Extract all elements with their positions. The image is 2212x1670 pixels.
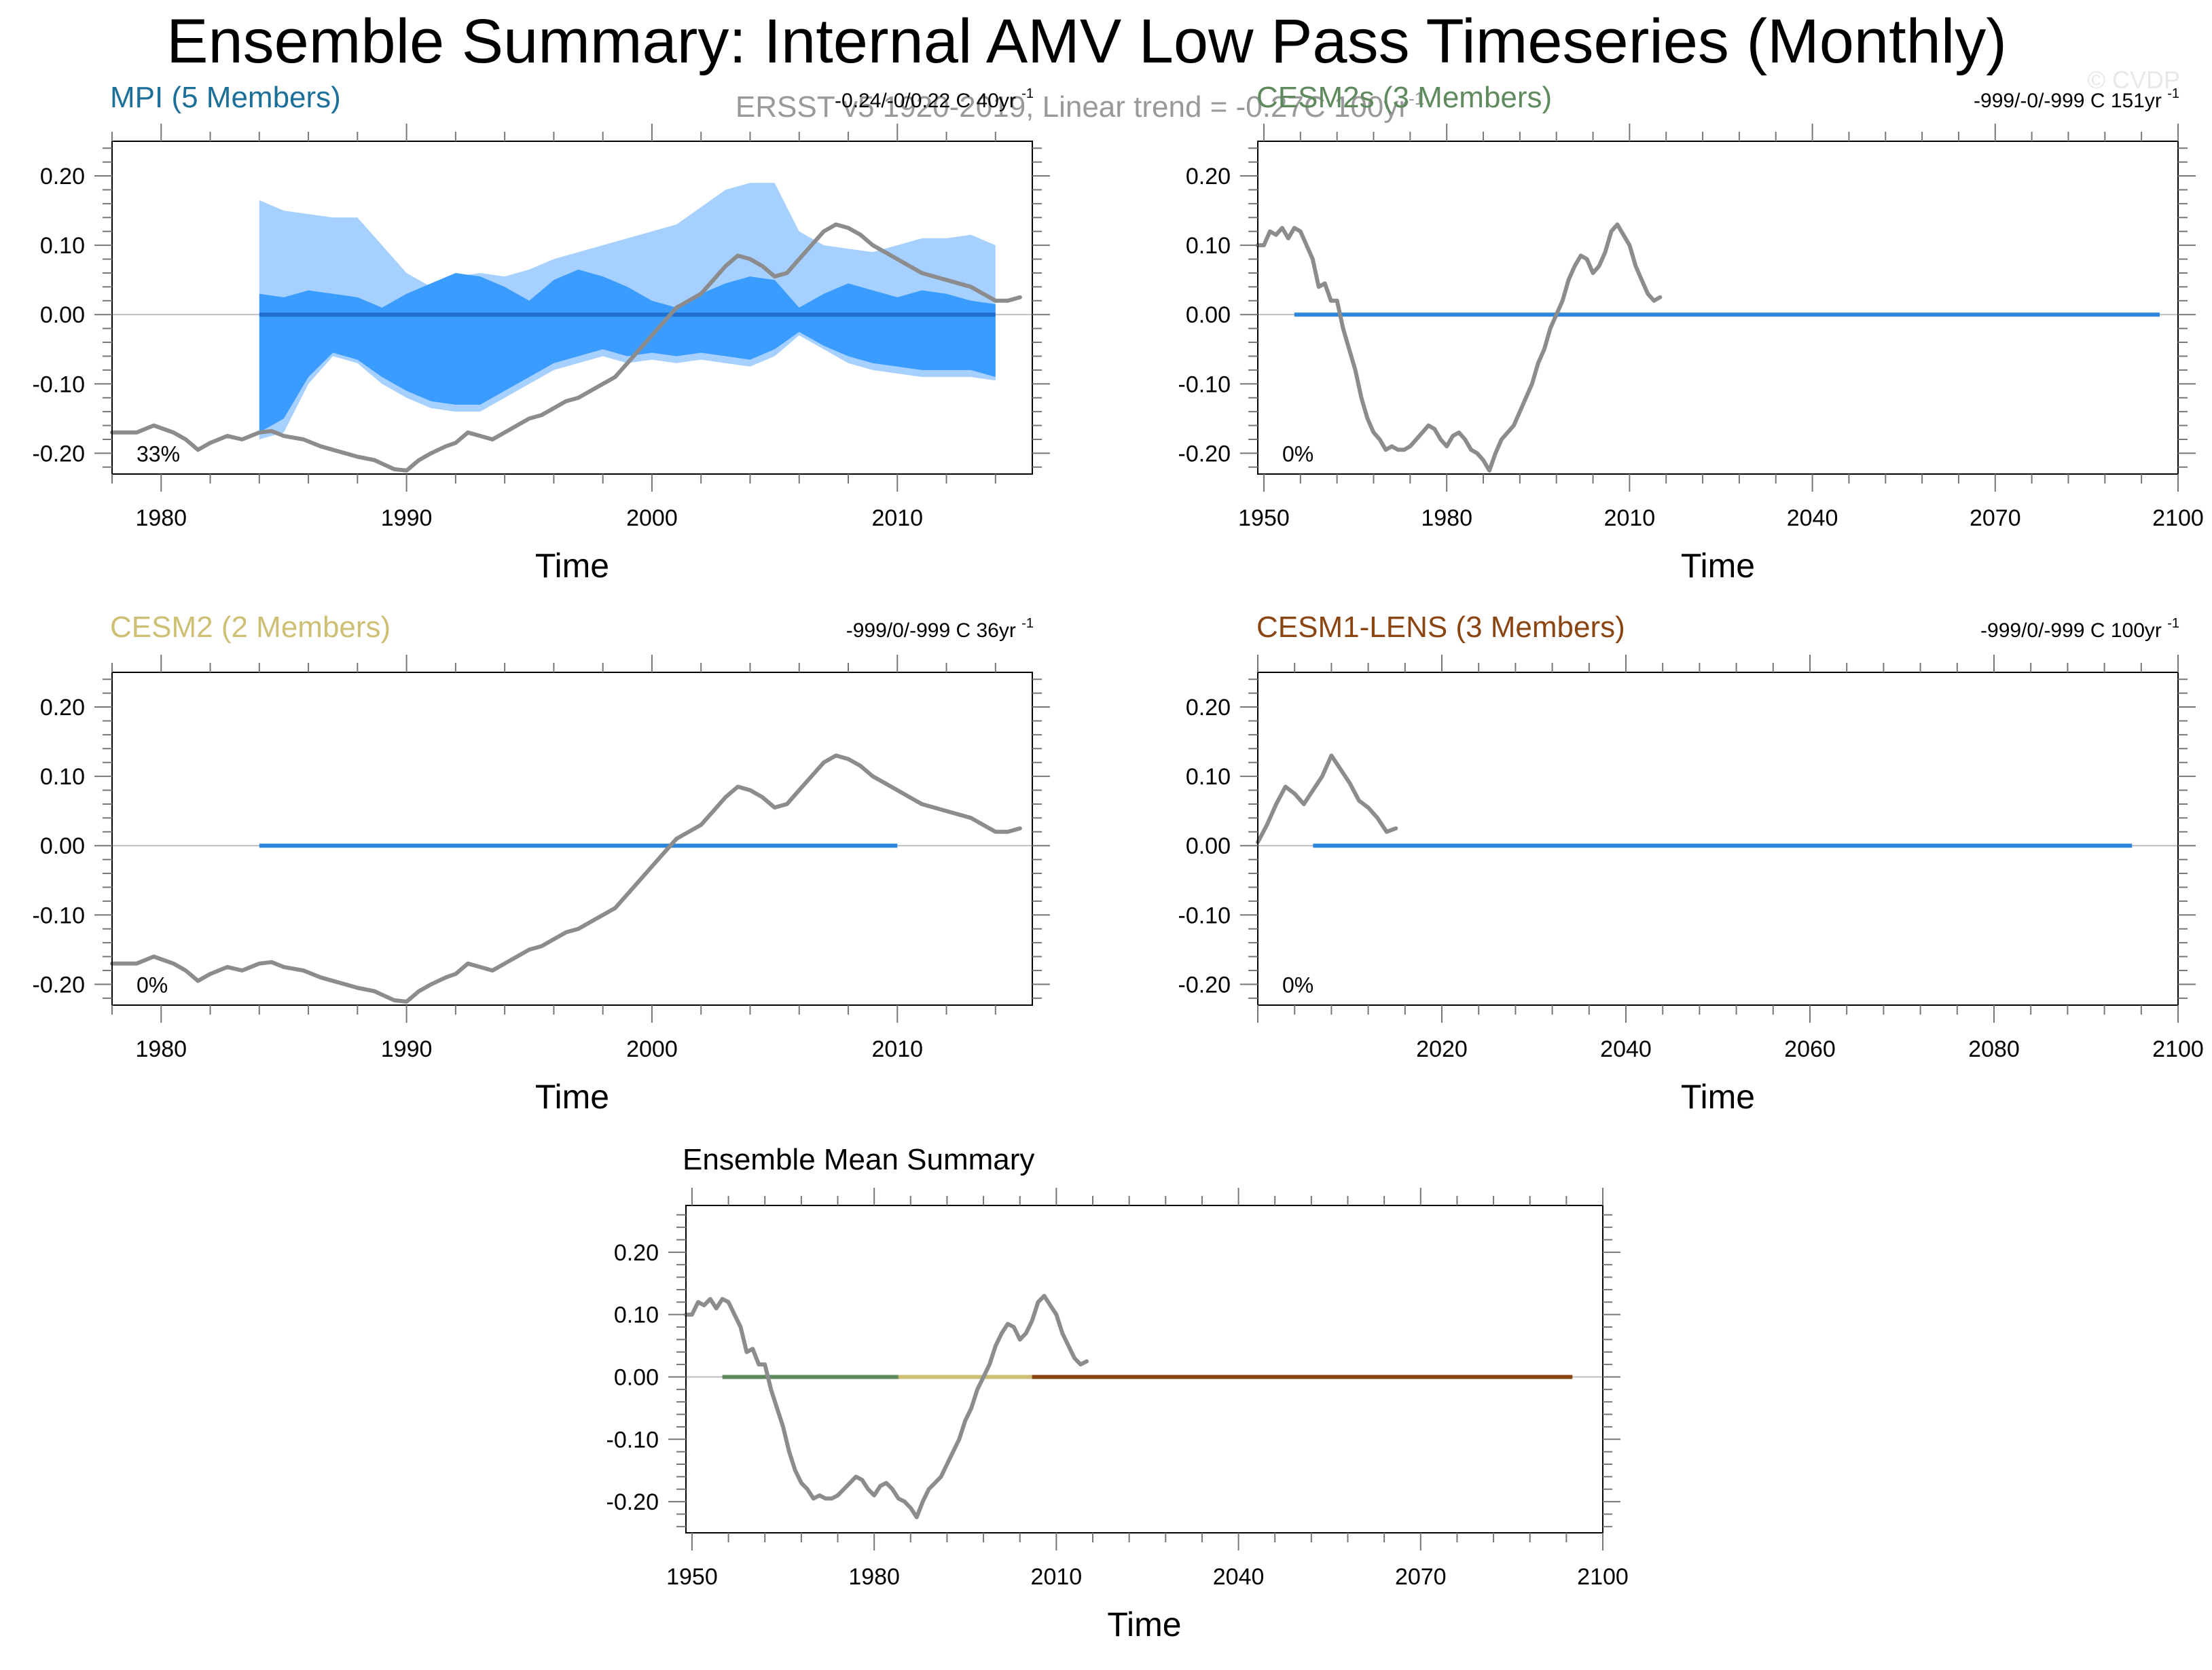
panel-stats-sup: -1 bbox=[2167, 86, 2179, 101]
figure-title: Ensemble Summary: Internal AMV Low Pass … bbox=[166, 7, 2007, 76]
x-axis-label: Time bbox=[535, 547, 609, 585]
y-tick-label: -0.10 bbox=[33, 903, 86, 928]
plot-frame bbox=[111, 141, 1033, 475]
figure-subtitle-main: ERSST v5 1920-2019, Linear trend = -0.27… bbox=[736, 90, 1409, 124]
y-tick-label: -0.20 bbox=[33, 972, 86, 998]
obs-line bbox=[1256, 222, 1663, 473]
x-tick-label: 2070 bbox=[1395, 1564, 1447, 1590]
x-axis-label: Time bbox=[1681, 547, 1755, 585]
y-tick-label: 0.10 bbox=[614, 1303, 659, 1328]
y-tick-label: -0.10 bbox=[606, 1427, 659, 1453]
x-tick-label: 2100 bbox=[2152, 1036, 2204, 1062]
x-axis-label: Time bbox=[1681, 1078, 1755, 1116]
panel-cesm2: CESM2 (2 Members) -999/0/-999 C 36yr -1 0.… bbox=[33, 611, 1050, 1116]
y-tick-label: -0.10 bbox=[1178, 903, 1231, 928]
y-tick-label: 0.20 bbox=[614, 1240, 659, 1266]
obs-line bbox=[110, 222, 1022, 473]
x-tick-label: 2100 bbox=[2152, 505, 2204, 531]
obs-line bbox=[684, 1294, 1089, 1519]
x-axis-label: Time bbox=[1107, 1605, 1181, 1644]
x-tick-label: 2040 bbox=[1787, 505, 1838, 531]
x-tick-label: 1980 bbox=[135, 1036, 187, 1062]
panel-mpi: MPI (5 Members) -0.24/-0/0.22 C 40yr -1 0.… bbox=[33, 81, 1050, 585]
panel-title: CESM2s (3 Members) bbox=[1256, 81, 1552, 114]
obs-line bbox=[1256, 753, 1398, 845]
x-tick-label: 1990 bbox=[381, 505, 433, 531]
percent-label: 0% bbox=[137, 973, 168, 997]
plot-frame bbox=[685, 1205, 1603, 1533]
y-tick-label: 0.00 bbox=[1186, 302, 1231, 328]
x-tick-label: 2060 bbox=[1784, 1036, 1836, 1062]
y-tick-label: -0.10 bbox=[33, 371, 86, 397]
plot-frame bbox=[1257, 141, 2179, 475]
percent-label: 0% bbox=[1282, 973, 1313, 997]
y-tick-label: 0.20 bbox=[40, 164, 85, 189]
x-axis-label: Time bbox=[535, 1078, 609, 1116]
figure-subtitle: ERSST v5 1920-2019, Linear trend = -0.27… bbox=[736, 88, 1424, 124]
panel-cesm2s: CESM2s (3 Members) -999/-0/-999 C 151yr -… bbox=[1178, 81, 2204, 585]
x-tick-label: 1980 bbox=[1421, 505, 1472, 531]
panel-stats-main: -999/-0/-999 C 151yr bbox=[1974, 90, 2167, 112]
x-tick-label: 2000 bbox=[626, 505, 678, 531]
y-tick-label: 0.10 bbox=[40, 233, 85, 259]
y-tick-label: -0.10 bbox=[1178, 371, 1231, 397]
y-tick-label: -0.20 bbox=[1178, 441, 1231, 467]
panel-stats-main: -999/0/-999 C 100yr bbox=[1980, 619, 2167, 642]
panel-title: Ensemble Mean Summary bbox=[683, 1143, 1034, 1176]
x-tick-label: 2040 bbox=[1213, 1564, 1265, 1590]
panel-stats: -0.24/-0/0.22 C 40yr -1 bbox=[835, 86, 1034, 112]
panel-stats: -999/0/-999 C 100yr -1 bbox=[1980, 616, 2179, 642]
panel-title: MPI (5 Members) bbox=[110, 81, 341, 114]
x-tick-label: 1990 bbox=[381, 1036, 433, 1062]
y-tick-label: 0.20 bbox=[1186, 164, 1231, 189]
y-tick-label: 0.10 bbox=[1186, 764, 1231, 790]
x-tick-label: 1980 bbox=[135, 505, 187, 531]
y-tick-label: 0.00 bbox=[40, 833, 85, 859]
y-tick-label: 0.00 bbox=[1186, 833, 1231, 859]
y-tick-label: 0.00 bbox=[614, 1364, 659, 1390]
panel-summary: Ensemble Mean Summary 0.20 0.10 0.00 -0.10 -0… bbox=[606, 1143, 1629, 1644]
x-tick-label: 2010 bbox=[871, 1036, 923, 1062]
x-tick-label: 2020 bbox=[1416, 1036, 1468, 1062]
panel-stats-sup: -1 bbox=[2167, 616, 2179, 631]
y-tick-label: -0.20 bbox=[606, 1489, 659, 1515]
panel-stats: -999/0/-999 C 36yr -1 bbox=[846, 616, 1034, 642]
x-tick-label: 2010 bbox=[1604, 505, 1656, 531]
panel-stats-main: -999/0/-999 C 36yr bbox=[846, 619, 1021, 642]
figure-subtitle-sup: -1 bbox=[1409, 88, 1424, 109]
x-tick-label: 2080 bbox=[1968, 1036, 2020, 1062]
x-tick-label: 2010 bbox=[1031, 1564, 1083, 1590]
panel-title: CESM2 (2 Members) bbox=[110, 611, 391, 644]
percent-label: 0% bbox=[1282, 441, 1313, 466]
x-tick-label: 1950 bbox=[1238, 505, 1290, 531]
panel-stats: -999/-0/-999 C 151yr -1 bbox=[1974, 86, 2179, 112]
x-tick-label: 2040 bbox=[1600, 1036, 1652, 1062]
plot-frame bbox=[111, 672, 1033, 1006]
y-tick-label: -0.20 bbox=[1178, 972, 1231, 998]
y-tick-label: 0.00 bbox=[40, 302, 85, 328]
x-tick-label: 2100 bbox=[1577, 1564, 1629, 1590]
y-tick-label: -0.20 bbox=[33, 441, 86, 467]
y-tick-label: 0.20 bbox=[1186, 695, 1231, 721]
x-tick-label: 2010 bbox=[871, 505, 923, 531]
obs-line bbox=[110, 753, 1022, 1004]
panel-stats-main: -0.24/-0/0.22 C 40yr bbox=[835, 90, 1021, 112]
panel-stats-sup: -1 bbox=[1021, 616, 1034, 631]
copyright-watermark: © CVDP bbox=[2087, 66, 2180, 94]
y-tick-label: 0.20 bbox=[40, 695, 85, 721]
panel-title: CESM1-LENS (3 Members) bbox=[1256, 611, 1625, 644]
x-tick-label: 2000 bbox=[626, 1036, 678, 1062]
spread-band-inner bbox=[259, 269, 996, 433]
panel-cesm1lens: CESM1-LENS (3 Members) -999/0/-999 C 100y… bbox=[1178, 611, 2204, 1116]
y-tick-label: 0.10 bbox=[1186, 233, 1231, 259]
panel-stats-sup: -1 bbox=[1021, 86, 1034, 101]
percent-label: 33% bbox=[137, 441, 180, 466]
x-tick-label: 2070 bbox=[1970, 505, 2021, 531]
plot-frame bbox=[1257, 672, 2179, 1006]
x-tick-label: 1950 bbox=[666, 1564, 718, 1590]
x-tick-label: 1980 bbox=[848, 1564, 900, 1590]
y-tick-label: 0.10 bbox=[40, 764, 85, 790]
